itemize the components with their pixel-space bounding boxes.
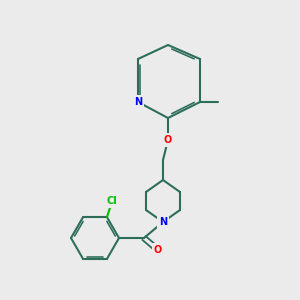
Text: N: N bbox=[134, 97, 142, 107]
Text: O: O bbox=[154, 245, 162, 255]
Text: Cl: Cl bbox=[106, 196, 117, 206]
Text: O: O bbox=[164, 135, 172, 145]
Text: N: N bbox=[159, 217, 167, 227]
